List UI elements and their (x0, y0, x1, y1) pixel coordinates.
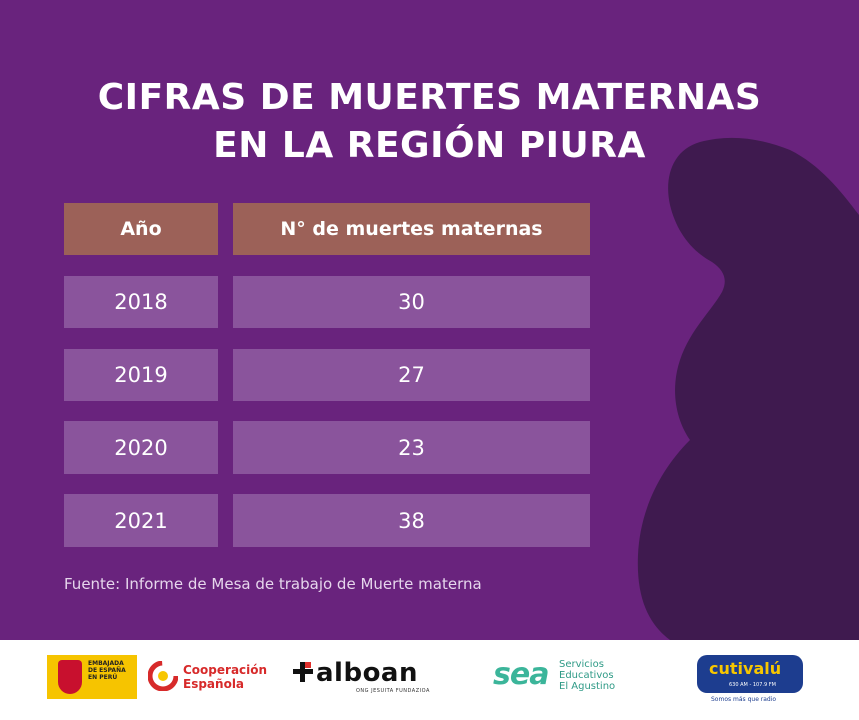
cell-deaths-2020: 23 (233, 421, 590, 474)
cutivalu-frequency: 630 AM - 107.9 FM (729, 682, 776, 688)
cell-deaths-2019: 27 (233, 349, 590, 401)
spain-coat-of-arms-icon (58, 660, 82, 694)
cutivalu-tagline: Somos más que radio (711, 696, 777, 703)
header-year: Año (64, 203, 218, 255)
cutivalu-name: cutivalú (709, 659, 782, 678)
title-line-1: CIFRAS DE MUERTES MATERNAS (97, 77, 762, 118)
cell-deaths-2021: 38 (233, 494, 590, 547)
header-deaths: N° de muertes maternas (233, 203, 590, 255)
cooperacion-text: Cooperación Española (183, 663, 268, 691)
page-title: CIFRAS DE MUERTES MATERNAS EN LA REGIÓN … (0, 74, 859, 170)
alboan-logo: alboan (316, 658, 418, 688)
pregnant-woman-silhouette-icon (637, 137, 859, 640)
cutivalu-logo (697, 655, 803, 693)
cooperacion-logo-icon (148, 661, 178, 691)
title-line-2: EN LA REGIÓN PIURA (213, 125, 646, 166)
cell-year-2021: 2021 (64, 494, 218, 547)
cell-year-2020: 2020 (64, 421, 218, 474)
cell-year-2018: 2018 (64, 276, 218, 328)
alboan-cross-icon (293, 662, 313, 682)
sea-logo: sea (493, 657, 549, 692)
cell-deaths-2018: 30 (233, 276, 590, 328)
sea-text: Servicios Educativos El Agustino (559, 659, 616, 692)
cell-year-2019: 2019 (64, 349, 218, 401)
embajada-text: EMBAJADA DE ESPAÑA EN PERÚ (88, 660, 126, 681)
alboan-subtitle: ONG JESUITA FUNDAZIOA (356, 688, 430, 694)
source-note: Fuente: Informe de Mesa de trabajo de Mu… (64, 575, 482, 593)
